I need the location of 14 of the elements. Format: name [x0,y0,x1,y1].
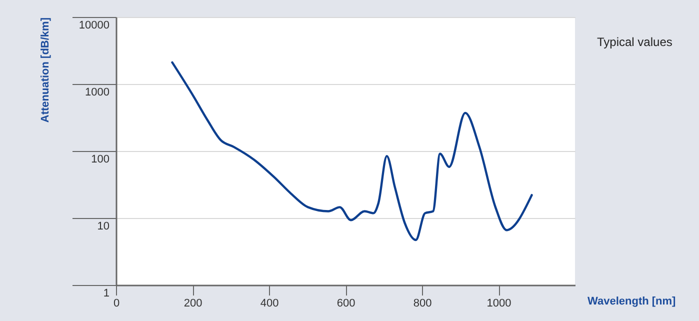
x-tick-label: 800 [413,298,432,310]
x-tick-label: 1000 [486,298,512,310]
x-tick-label: 400 [260,298,279,310]
text: Typical values [597,35,672,49]
y-tick-label: 10 [97,220,110,232]
x-tick-label: 200 [184,298,202,310]
x-axis-title: Wavelength [nm] [588,296,676,308]
y-tick-label: 1 [103,288,110,300]
y-tick-label: 10000 [78,20,110,32]
y-tick-label: 1000 [85,86,110,98]
x-tick-label: 0 [113,298,120,310]
y-tick-label: 100 [91,154,110,166]
y-axis-title: Attenuation [dB/km] [40,17,52,123]
x-tick-label: 600 [336,298,356,310]
